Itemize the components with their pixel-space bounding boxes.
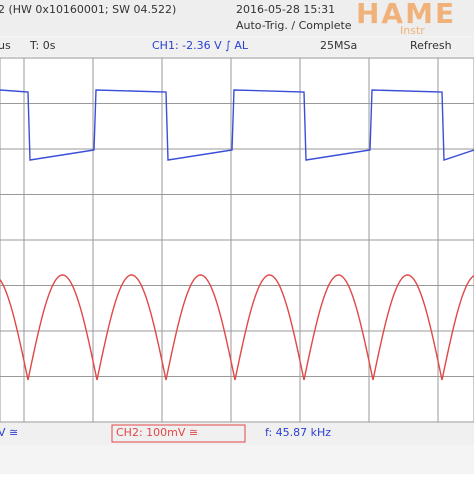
ch1-scale: V ≅ (0, 426, 18, 439)
trigger-status: Auto-Trig. / Complete (236, 19, 352, 32)
logo: HAME (356, 0, 456, 30)
logo-sub: Instr (400, 24, 425, 37)
ch2-scale: CH2: 100mV ≅ (116, 426, 198, 439)
ch1-trace (0, 89, 474, 161)
toolbar (0, 37, 474, 56)
ch2-box (111, 424, 246, 443)
sample-rate: 25MSa (320, 39, 357, 52)
acq-mode: Refresh (410, 39, 452, 52)
device-info: 2 (HW 0x10160001; SW 04.522) (0, 3, 176, 16)
footer-bar (0, 423, 474, 445)
datetime: 2016-05-28 15:31 (236, 3, 335, 16)
frequency: f: 45.87 kHz (265, 426, 331, 439)
ch2-trace (0, 274, 474, 381)
timebase: us (0, 39, 11, 52)
header-bar (0, 0, 474, 36)
ch1-setting: CH1: -2.36 V ∫ AL (152, 39, 249, 52)
trigger-time: T: 0s (29, 39, 56, 52)
